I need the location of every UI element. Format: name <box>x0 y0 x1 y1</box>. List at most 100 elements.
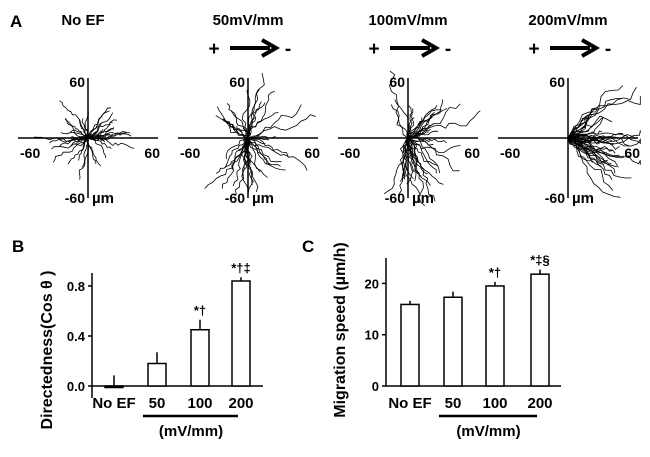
x-tick-label: No EF <box>92 395 135 412</box>
polarity-plus: + <box>528 39 539 60</box>
x-tick-label: 100 <box>482 395 507 412</box>
trajectory-path <box>87 112 114 139</box>
trajectory-path <box>407 130 439 139</box>
bar <box>530 273 550 387</box>
significance-marker: *† <box>194 303 206 318</box>
trajectory-path <box>389 70 409 139</box>
bar <box>400 303 420 387</box>
bar <box>147 362 167 387</box>
trajectory-path <box>567 137 608 163</box>
trajectory-path <box>567 137 620 157</box>
trajectory-path <box>247 137 282 163</box>
trajectory-path <box>241 90 251 138</box>
significance-marker: *‡§ <box>530 253 550 268</box>
unit-label: µm <box>412 190 434 207</box>
plot-title: 50mV/mm <box>213 12 284 29</box>
trajectory-path <box>78 119 89 139</box>
y-tick-label: 10 <box>365 328 379 343</box>
x-axis-label: (mV/mm) <box>456 423 520 440</box>
x-tick-label: No EF <box>388 395 431 412</box>
trajectory-path <box>247 111 279 139</box>
bar <box>190 329 210 387</box>
x-tick-label: 200 <box>527 395 552 412</box>
trajectory-path <box>406 117 415 139</box>
trajectory-path <box>407 109 442 139</box>
bar <box>231 280 251 387</box>
tick-label-bottom: -60 <box>385 190 405 206</box>
trajectory-path <box>204 137 249 189</box>
significance-marker: *†‡ <box>231 260 251 275</box>
trajectory-path <box>247 104 302 139</box>
y-axis-label: Migration speed (µm/h) <box>332 242 349 417</box>
trajectory-path <box>567 137 601 168</box>
x-tick-label: 50 <box>149 395 166 412</box>
trajectory-path <box>87 137 102 167</box>
trajectory-path <box>407 137 419 162</box>
plot-title: 100mV/mm <box>368 12 447 29</box>
trajectory-path <box>567 86 637 139</box>
trajectory-path <box>247 137 308 171</box>
panel-label-a: A <box>10 12 22 31</box>
bar <box>443 296 463 387</box>
trajectory-path <box>407 137 437 174</box>
trajectory-path <box>407 107 448 139</box>
trajectory-path <box>247 137 281 167</box>
plot-title: 200mV/mm <box>528 12 607 29</box>
unit-label: µm <box>92 190 114 207</box>
polarity-plus: + <box>208 39 219 60</box>
trajectory-path <box>567 137 616 174</box>
trajectory-path <box>230 111 249 139</box>
trajectory-path <box>404 137 421 196</box>
trajectory-path <box>407 137 439 167</box>
trajectory-path <box>567 96 641 139</box>
bar <box>485 285 505 387</box>
x-axis-label: (mV/mm) <box>159 423 223 440</box>
trajectory-path <box>78 137 89 161</box>
y-tick-label: 0.0 <box>67 379 85 394</box>
trajectory-path <box>567 85 624 139</box>
tick-label-bottom: -60 <box>225 190 245 206</box>
trajectory-path <box>567 137 614 191</box>
trajectory-path <box>64 117 89 139</box>
y-tick-label: 0 <box>372 379 379 394</box>
trajectory-path <box>407 137 441 174</box>
tick-label-top: 60 <box>69 74 85 90</box>
y-tick-label: 0.8 <box>67 279 85 294</box>
trajectory-path <box>87 107 112 139</box>
tick-label-left: -60 <box>180 145 200 161</box>
trajectory-path <box>407 137 460 172</box>
y-tick-label: 20 <box>365 276 379 291</box>
trajectory-path <box>247 101 262 139</box>
trajectory-path <box>401 137 409 179</box>
significance-marker: *† <box>489 265 501 280</box>
tick-label-bottom: -60 <box>65 190 85 206</box>
trajectory-path <box>407 116 433 139</box>
unit-label: µm <box>572 190 594 207</box>
trajectory-path <box>567 137 593 163</box>
trajectory-path <box>87 137 112 149</box>
trajectory-path <box>247 137 271 165</box>
trajectory-path <box>407 123 434 139</box>
trajectory-path <box>87 132 127 140</box>
polarity-minus: - <box>285 39 291 60</box>
trajectory-path <box>407 117 423 138</box>
plot-title: No EF <box>61 12 104 29</box>
trajectory-path <box>59 100 89 139</box>
polarity-plus: + <box>368 39 379 60</box>
trajectory-path <box>246 137 268 178</box>
tick-label-left: -60 <box>340 145 360 161</box>
trajectory-path <box>226 103 249 139</box>
trajectory-plot-1 <box>204 72 316 195</box>
trajectory-path <box>87 110 110 139</box>
trajectory-path <box>232 137 249 187</box>
x-tick-label: 200 <box>228 395 253 412</box>
trajectory-path <box>216 106 249 139</box>
y-tick-label: 0.4 <box>67 329 86 344</box>
bar <box>104 385 124 389</box>
arrow-head-icon <box>261 38 281 58</box>
tick-label-left: -60 <box>500 145 520 161</box>
panel-label-c: C <box>302 237 314 256</box>
trajectory-path <box>407 99 444 139</box>
trajectory-path <box>390 104 409 138</box>
